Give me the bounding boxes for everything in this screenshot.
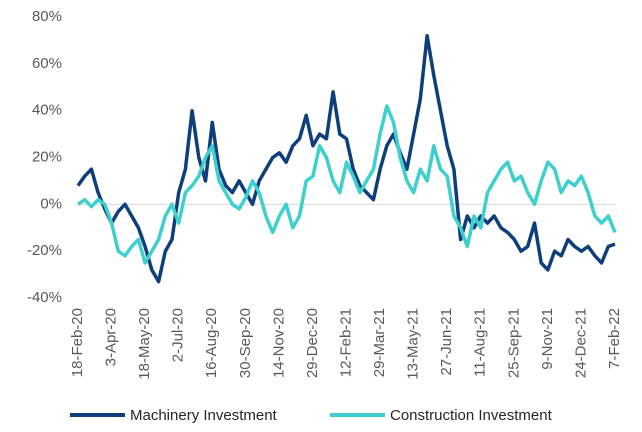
y-tick-label: -40%	[27, 289, 62, 306]
x-tick-label: 7-Feb-22	[606, 308, 623, 369]
legend: Machinery Investment Construction Investm…	[70, 407, 553, 424]
x-tick-label: 27-Jun-21	[438, 308, 455, 376]
legend-label: Machinery Investment	[130, 407, 278, 424]
x-tick-label: 25-Sep-21	[505, 308, 522, 378]
x-tick-label: 12-Feb-21	[337, 308, 354, 377]
y-tick-label: 20%	[32, 148, 62, 165]
x-tick-label: 13-May-21	[405, 308, 422, 380]
y-tick-label: 60%	[32, 55, 62, 72]
series-line	[76, 33, 616, 284]
x-tick-label: 3-Apr-20	[103, 308, 120, 366]
y-tick-label: 0%	[40, 195, 62, 212]
legend-label: Construction Investment	[390, 407, 553, 424]
x-tick-label: 18-May-20	[136, 308, 153, 380]
y-tick-label: 40%	[32, 102, 62, 119]
x-tick-label: 11-Aug-21	[472, 308, 489, 377]
x-tick-label: 9-Nov-21	[539, 308, 556, 370]
x-tick-label: 2-Jul-20	[170, 308, 187, 362]
x-tick-label: 29-Dec-20	[304, 308, 321, 378]
x-tick-label: 29-Mar-21	[371, 308, 388, 377]
series-line	[77, 104, 617, 265]
x-tick-label: 18-Feb-20	[69, 308, 86, 377]
y-tick-label: 80%	[32, 8, 62, 25]
x-tick-label: 30-Sep-20	[237, 308, 254, 378]
y-tick-label: -20%	[27, 242, 62, 259]
x-tick-label: 24-Dec-21	[572, 308, 589, 378]
x-tick-label: 14-Nov-20	[270, 308, 287, 378]
x-tick-label: 16-Aug-20	[203, 308, 220, 378]
